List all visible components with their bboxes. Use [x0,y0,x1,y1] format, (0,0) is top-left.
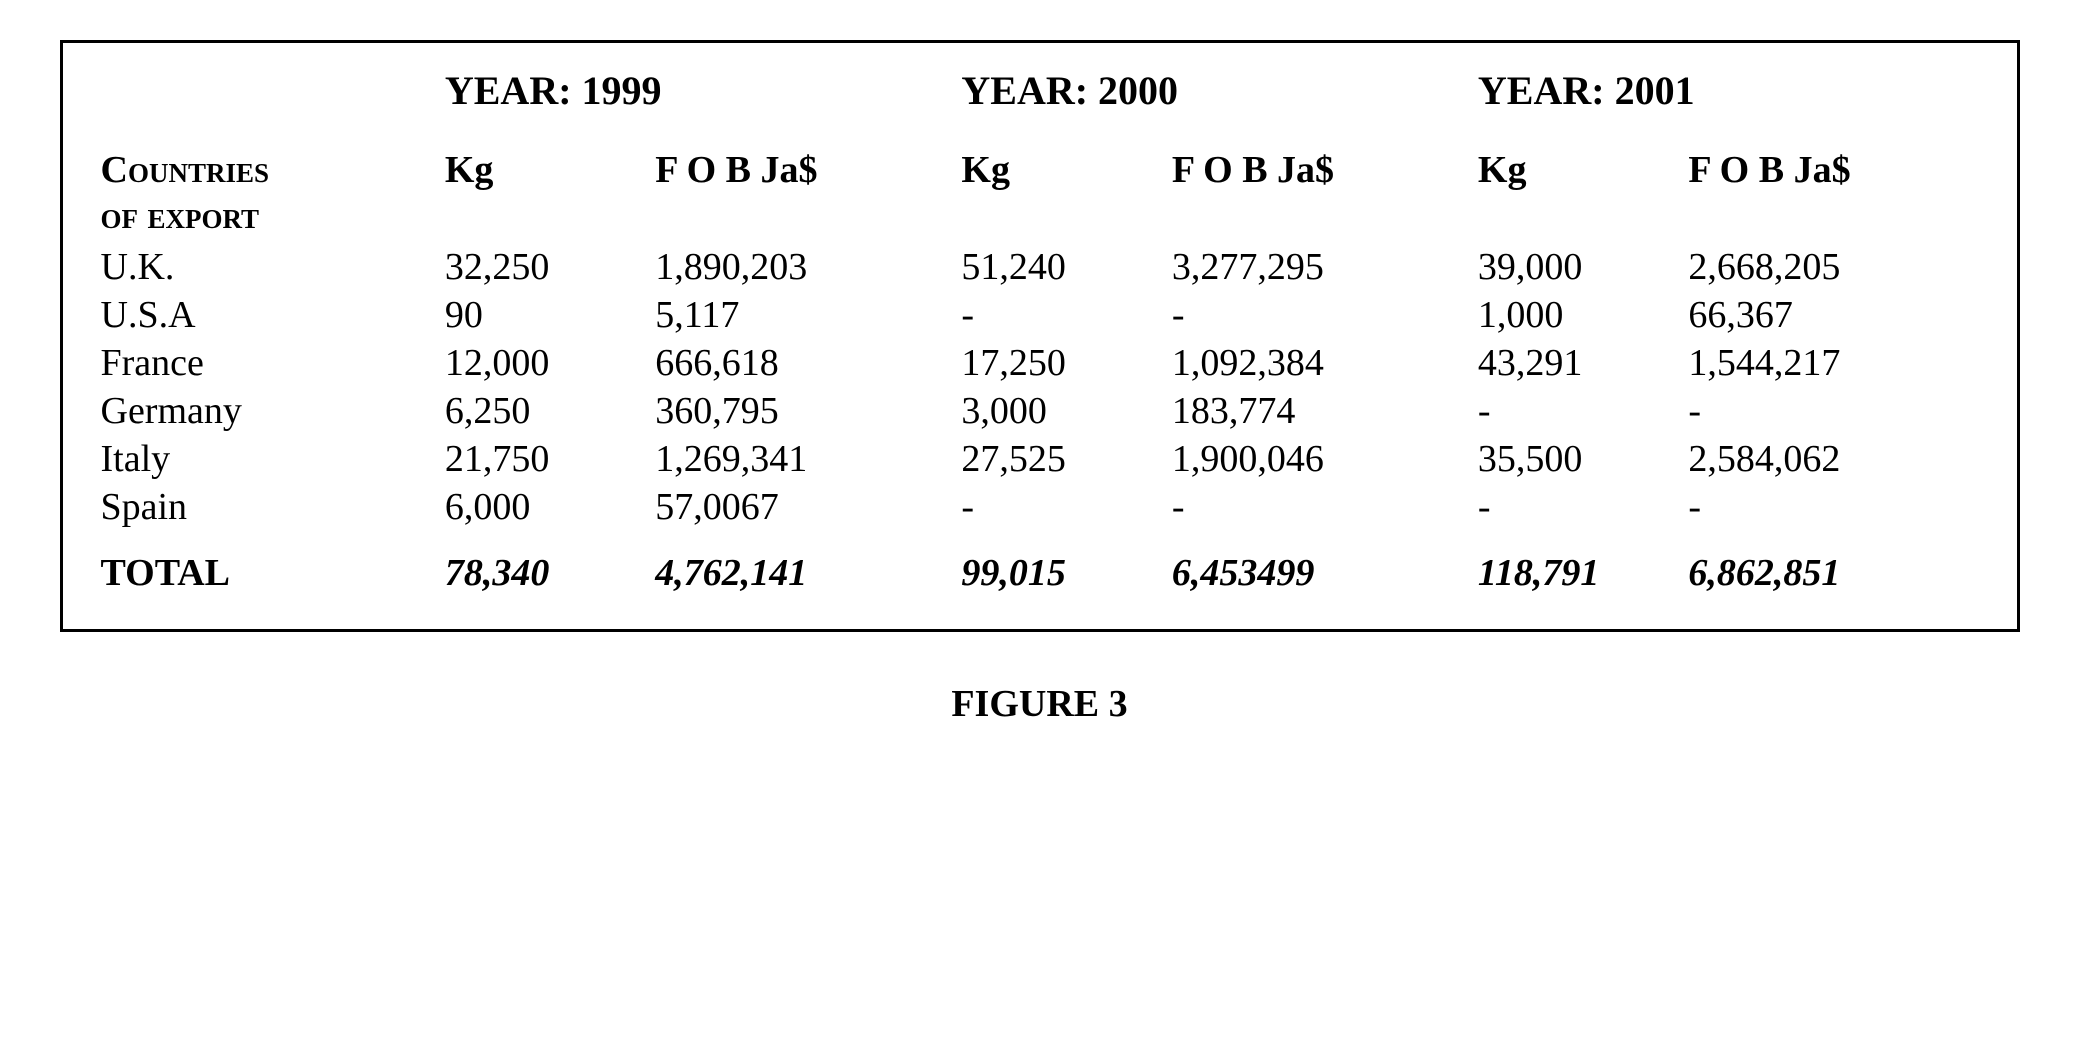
sub-header-1999-kg: Kg [437,144,647,243]
data-cell: 6,000 [437,483,647,531]
data-cell: 90 [437,291,647,339]
country-cell: Italy [93,435,437,483]
data-cell: 1,000 [1470,291,1680,339]
data-cell: 1,900,046 [1164,435,1470,483]
data-cell: 39,000 [1470,243,1680,291]
total-cell: 99,015 [953,531,1163,599]
data-cell: 1,544,217 [1680,339,1986,387]
total-cell: 118,791 [1470,531,1680,599]
data-cell: 43,291 [1470,339,1680,387]
data-cell: 1,269,341 [647,435,953,483]
export-table: YEAR: 1999 YEAR: 2000 YEAR: 2001 Countri… [93,63,1987,599]
year-header-row: YEAR: 1999 YEAR: 2000 YEAR: 2001 [93,63,1987,144]
data-cell: - [1680,483,1986,531]
total-cell: 6,862,851 [1680,531,1986,599]
data-cell: 3,000 [953,387,1163,435]
data-cell: - [953,291,1163,339]
data-cell: 12,000 [437,339,647,387]
total-row: TOTAL 78,340 4,762,141 99,015 6,453499 1… [93,531,1987,599]
data-cell: 1,890,203 [647,243,953,291]
data-cell: 183,774 [1164,387,1470,435]
data-cell: 5,117 [647,291,953,339]
data-cell: 51,240 [953,243,1163,291]
total-cell: 6,453499 [1164,531,1470,599]
data-cell: 2,668,205 [1680,243,1986,291]
data-cell: 21,750 [437,435,647,483]
data-cell: 32,250 [437,243,647,291]
data-cell: 360,795 [647,387,953,435]
table-row: U.K. 32,250 1,890,203 51,240 3,277,295 3… [93,243,1987,291]
sub-header-2001-kg: Kg [1470,144,1680,243]
total-cell: 78,340 [437,531,647,599]
figure-caption: FIGURE 3 [951,682,1127,726]
country-cell: Spain [93,483,437,531]
year-header-1999: YEAR: 1999 [437,63,954,144]
sub-header-row: Countries of export Kg F O B Ja$ Kg F O … [93,144,1987,243]
countries-label: Countries of export [93,144,437,243]
table-row: Germany 6,250 360,795 3,000 183,774 - - [93,387,1987,435]
country-cell: France [93,339,437,387]
data-cell: - [1680,387,1986,435]
data-cell: - [1164,483,1470,531]
data-cell: - [1164,291,1470,339]
sub-header-2000-kg: Kg [953,144,1163,243]
table-row: U.S.A 90 5,117 - - 1,000 66,367 [93,291,1987,339]
table-row: Spain 6,000 57,0067 - - - - [93,483,1987,531]
data-cell: 66,367 [1680,291,1986,339]
countries-label-line1: Countries [101,149,269,191]
data-cell: - [1470,387,1680,435]
export-table-container: YEAR: 1999 YEAR: 2000 YEAR: 2001 Countri… [60,40,2020,632]
country-cell: U.K. [93,243,437,291]
data-cell: 666,618 [647,339,953,387]
data-cell: 6,250 [437,387,647,435]
countries-label-line2: of export [101,195,260,237]
total-label: TOTAL [93,531,437,599]
sub-header-1999-fob: F O B Ja$ [647,144,953,243]
data-cell: 17,250 [953,339,1163,387]
sub-header-2001-fob: F O B Ja$ [1680,144,1986,243]
data-cell: 2,584,062 [1680,435,1986,483]
table-row: France 12,000 666,618 17,250 1,092,384 4… [93,339,1987,387]
total-cell: 4,762,141 [647,531,953,599]
data-cell: 3,277,295 [1164,243,1470,291]
data-cell: - [953,483,1163,531]
data-cell: 1,092,384 [1164,339,1470,387]
data-cell: 57,0067 [647,483,953,531]
data-cell: 35,500 [1470,435,1680,483]
country-cell: U.S.A [93,291,437,339]
country-cell: Germany [93,387,437,435]
data-cell: 27,525 [953,435,1163,483]
data-cell: - [1470,483,1680,531]
year-header-2001: YEAR: 2001 [1470,63,1987,144]
year-header-2000: YEAR: 2000 [953,63,1470,144]
table-row: Italy 21,750 1,269,341 27,525 1,900,046 … [93,435,1987,483]
sub-header-2000-fob: F O B Ja$ [1164,144,1470,243]
